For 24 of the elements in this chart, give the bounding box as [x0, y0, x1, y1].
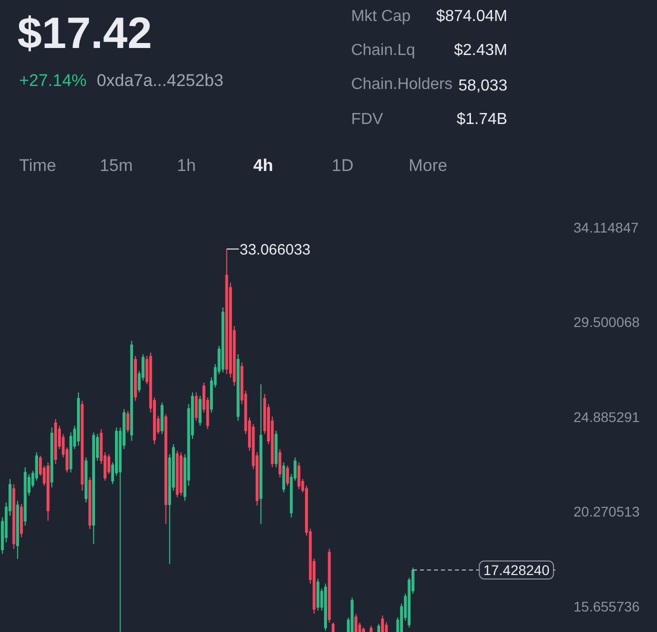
text: +27.14%: [19, 71, 87, 90]
ref-line-label: 17.428240: [483, 562, 550, 578]
text: Chain.Lq: [351, 42, 416, 59]
text: 4h: [253, 156, 274, 175]
text: FDV: [351, 111, 384, 128]
text: $874.04M: [436, 8, 508, 25]
text: $17.42: [17, 9, 152, 58]
y-tick-label: 20.270513: [574, 504, 640, 520]
text: Time: [19, 156, 56, 175]
text: $1.74B: [456, 111, 508, 128]
annotation: 33.066033: [240, 242, 311, 259]
y-tick-label: 34.114847: [574, 220, 639, 236]
text: Mkt Cap: [351, 8, 411, 25]
text: Chain.Holders: [351, 76, 452, 93]
y-tick-label: 24.885291: [574, 408, 640, 425]
text: $2.43M: [454, 42, 508, 59]
text: 0xda7a...4252b3: [96, 71, 224, 90]
text: More: [408, 156, 448, 175]
y-tick-label: 15.655736: [574, 598, 640, 614]
text: 58,033: [458, 78, 508, 94]
y-tick-label: 29.500068: [574, 314, 640, 330]
text: 1h: [176, 156, 196, 175]
text: 1D: [332, 156, 354, 175]
text: 15m: [100, 156, 133, 175]
